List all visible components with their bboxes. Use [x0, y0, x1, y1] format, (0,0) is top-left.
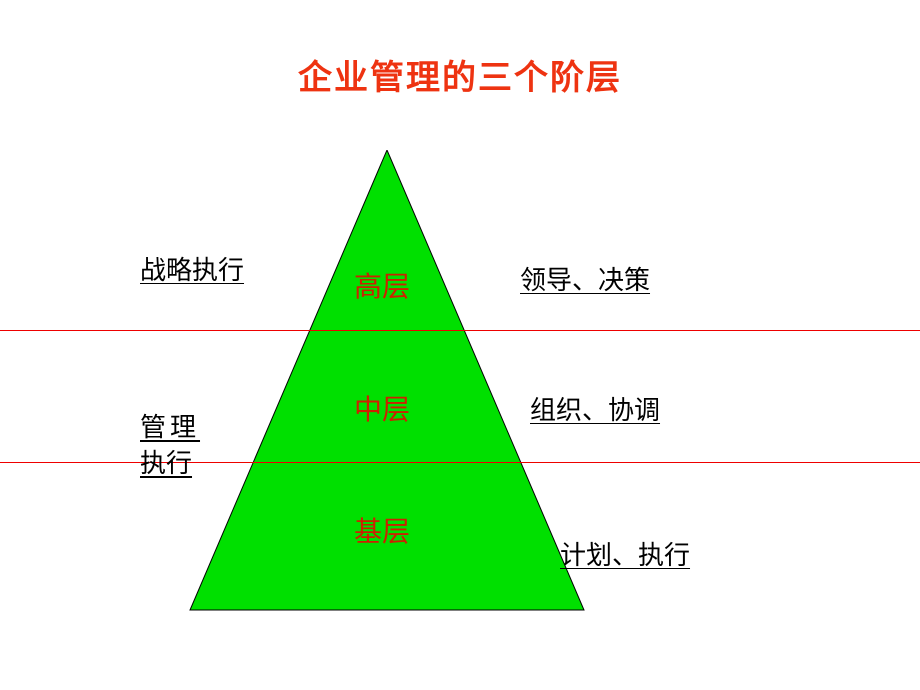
pyramid-triangle [0, 150, 920, 620]
level-base-name: 基层 [354, 510, 410, 550]
divider-line-2 [0, 462, 920, 463]
level-mid-left-label: 管理执行 [140, 410, 200, 483]
divider-line-1 [0, 330, 920, 331]
diagram-title: 企业管理的三个阶层 [0, 50, 920, 99]
level-mid-name: 中层 [354, 388, 410, 428]
level-top-left-label: 战略执行 [140, 250, 244, 287]
level-base-right-label: 计划、执行 [560, 535, 690, 572]
level-mid-right-label: 组织、协调 [530, 390, 660, 427]
level-top-right-label: 领导、决策 [520, 260, 650, 297]
triangle-container [0, 150, 920, 620]
level-top-name: 高层 [354, 265, 410, 305]
